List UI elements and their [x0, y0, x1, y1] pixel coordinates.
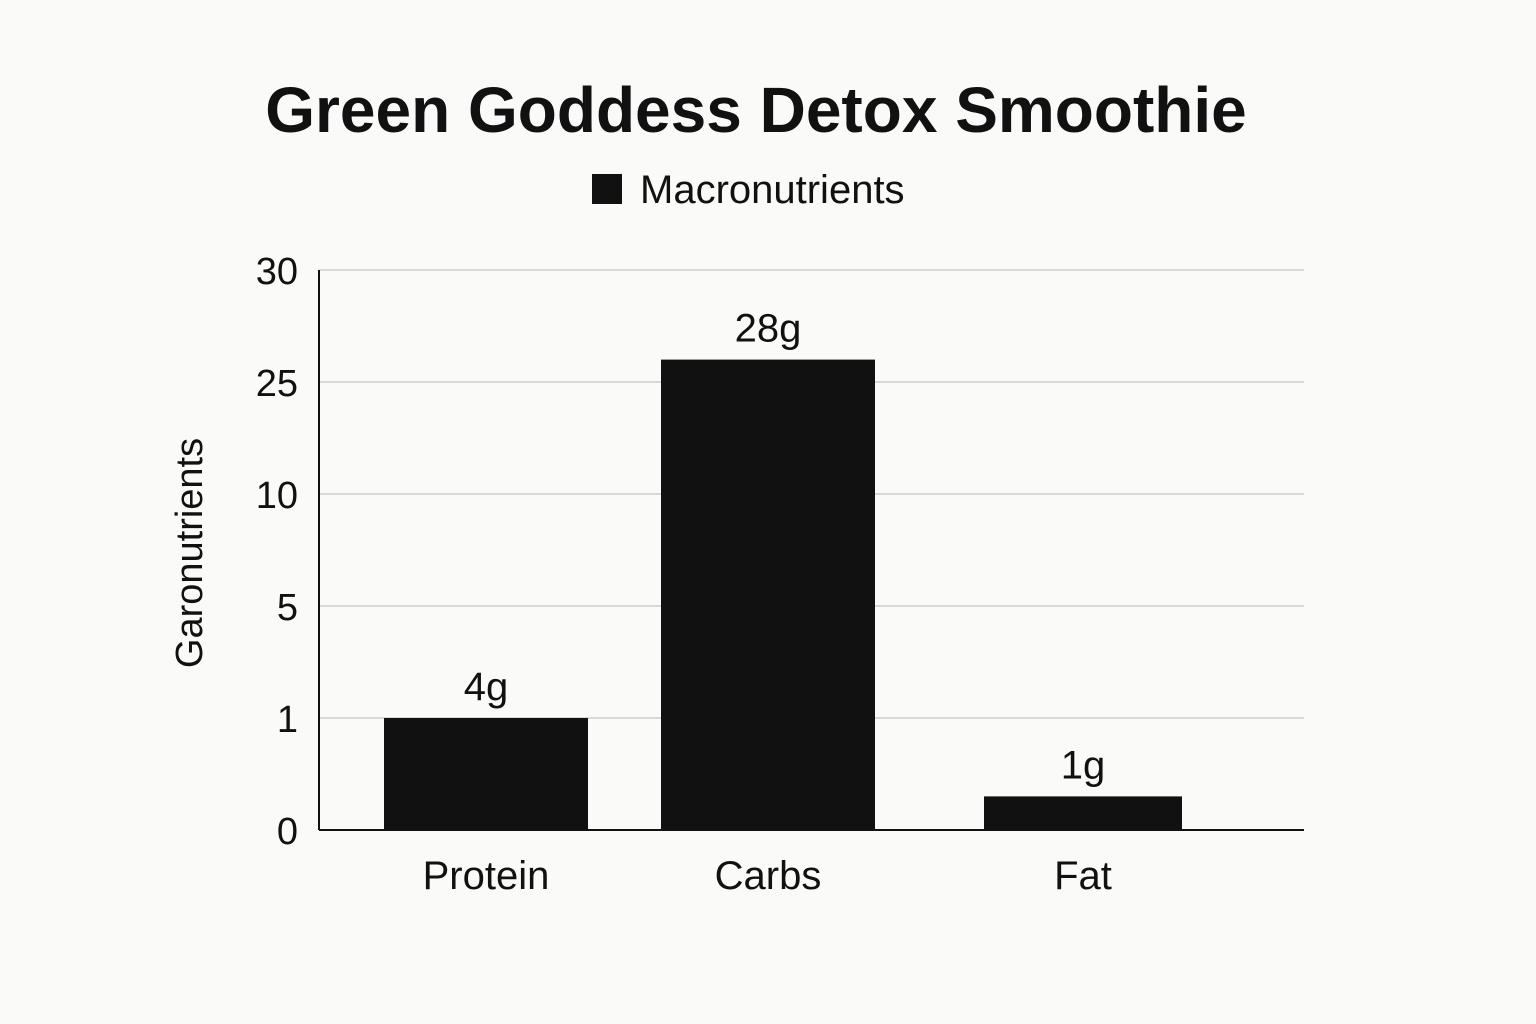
y-tick-label: 5: [277, 587, 298, 629]
x-category-label-carbs: Carbs: [715, 854, 822, 898]
legend-label: Macronutrients: [640, 168, 905, 212]
bar-carbs: [661, 359, 875, 830]
x-category-label-fat: Fat: [1054, 854, 1112, 898]
data-label-fat: 1g: [1061, 743, 1106, 787]
x-axis-categories: Protein Carbs Fat: [423, 854, 1112, 898]
data-label-protein: 4g: [464, 665, 509, 709]
x-category-label-protein: Protein: [423, 854, 550, 898]
y-axis-title: Garonutrients: [169, 438, 211, 668]
data-label-carbs: 28g: [735, 307, 802, 351]
data-labels: 4g 28g 1g: [464, 307, 1106, 788]
chart-title: Green Goddess Detox Smoothie: [265, 74, 1247, 146]
legend-swatch: [592, 174, 622, 204]
y-tick-label: 30: [256, 251, 298, 293]
bar-fat: [984, 796, 1182, 830]
legend: Macronutrients: [592, 168, 905, 212]
y-axis-ticks: 0 1 5 10 25 30: [256, 251, 298, 853]
y-tick-label: 1: [277, 699, 298, 741]
y-tick-label: 25: [256, 363, 298, 405]
bars: [384, 359, 1182, 830]
y-tick-label: 0: [277, 811, 298, 853]
bar-protein: [384, 718, 588, 830]
y-tick-label: 10: [256, 475, 298, 517]
